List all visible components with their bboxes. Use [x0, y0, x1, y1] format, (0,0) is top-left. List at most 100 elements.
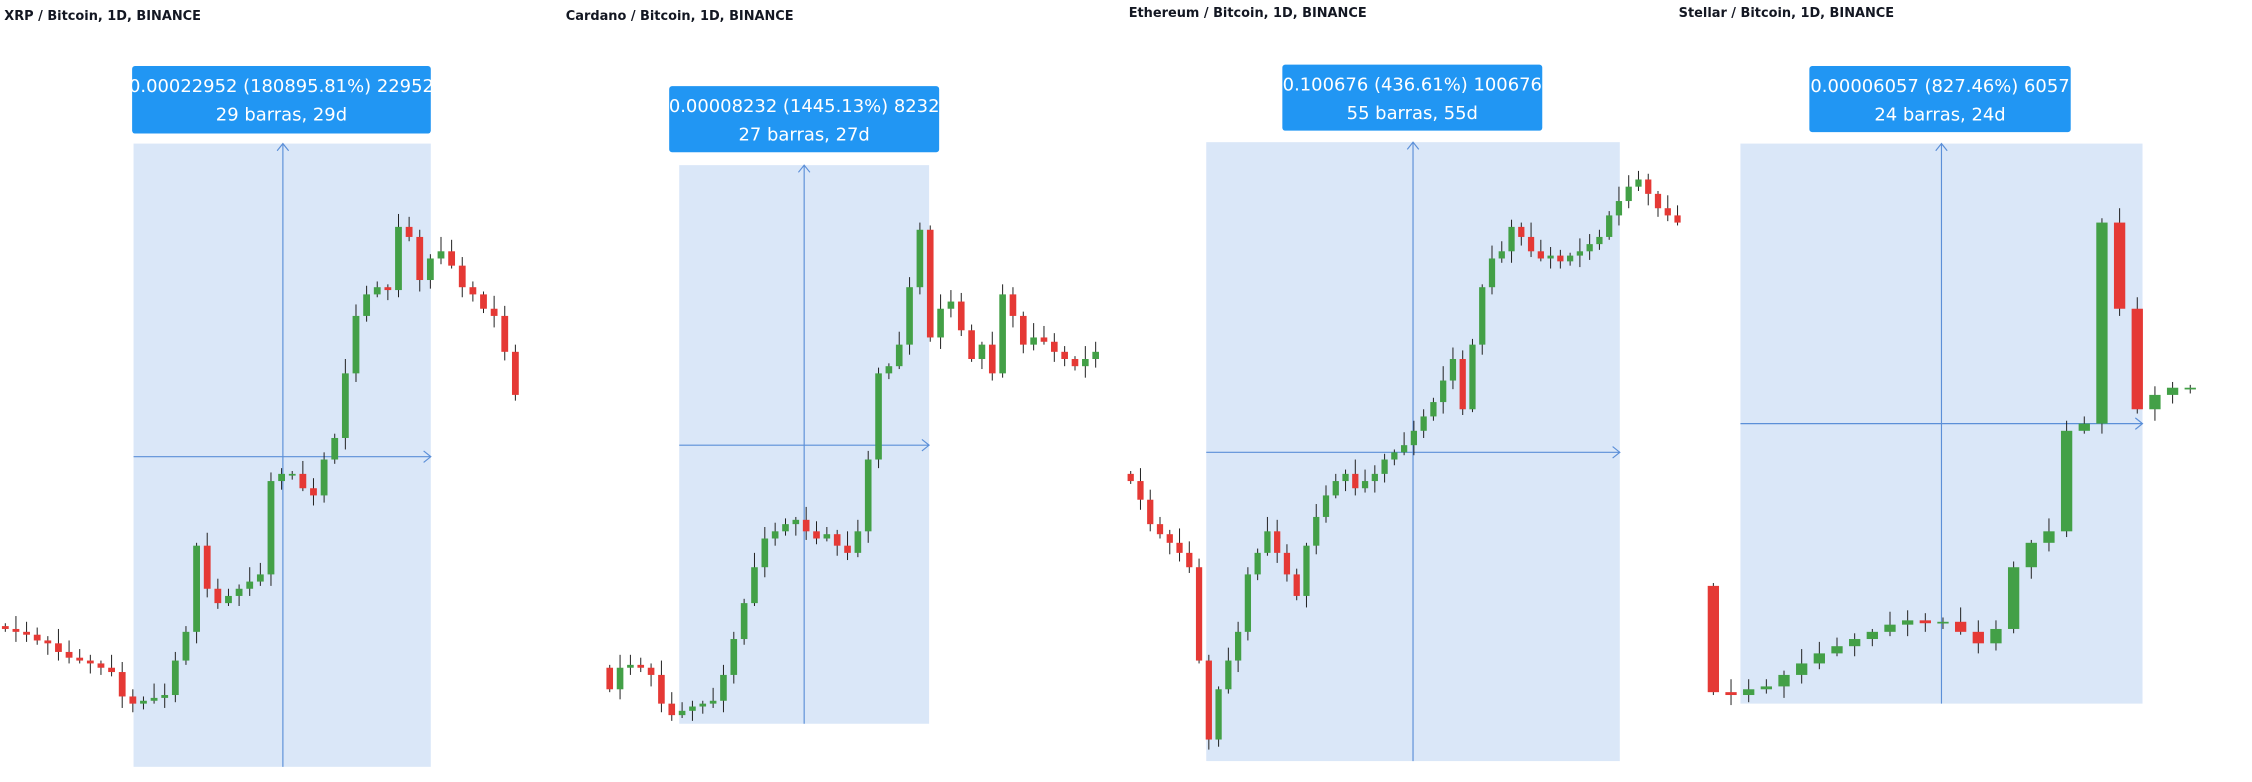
candle [988, 344, 996, 374]
candle [1147, 499, 1154, 525]
candle [1459, 359, 1466, 410]
candle [1061, 351, 1068, 359]
candle [802, 519, 810, 532]
candle [1813, 653, 1825, 664]
candle [1796, 663, 1808, 675]
measure-value: 0.00022952 (180895.81%) 22952 [129, 76, 434, 97]
candle [1082, 359, 1089, 367]
candle [2184, 387, 2196, 390]
candle [384, 287, 392, 291]
candle [1831, 646, 1843, 654]
measure-area [133, 143, 431, 767]
candle [771, 531, 779, 539]
candle [331, 437, 339, 460]
candle [2149, 394, 2161, 410]
candle [1, 626, 9, 629]
panel-title: Stellar / Bitcoin, 1D, BINANCE [1679, 6, 1894, 21]
candle [2096, 222, 2108, 424]
candle [490, 308, 498, 316]
candle [864, 459, 872, 532]
candle [1518, 226, 1525, 237]
charts: XRP / Bitcoin, 1D, BINANCE 0.00022952 (18… [1, 6, 2196, 767]
candle [968, 330, 975, 359]
measure-box [1809, 66, 2071, 133]
candle [1586, 244, 1593, 252]
candle [709, 700, 717, 704]
candle [999, 294, 1006, 374]
candle [813, 531, 820, 539]
candle [310, 488, 317, 496]
candle [1342, 473, 1349, 482]
candle [2007, 567, 2020, 629]
candle [1166, 534, 1173, 543]
candle [1954, 621, 1967, 632]
candle [1225, 660, 1232, 690]
candle [1400, 445, 1408, 453]
candle [616, 667, 624, 690]
candle [978, 344, 986, 359]
candle [792, 519, 800, 525]
candle [1615, 201, 1623, 216]
candle [1030, 337, 1037, 345]
candle [751, 567, 758, 604]
candle [1972, 631, 1984, 644]
candle [1866, 631, 1878, 640]
panel-title: Ethereum / Bitcoin, 1D, BINANCE [1129, 6, 1367, 21]
candle [97, 663, 105, 668]
candle [2166, 387, 2179, 395]
candle [1381, 459, 1388, 474]
candle [1566, 255, 1574, 262]
candle [1576, 251, 1584, 256]
candle [1127, 473, 1134, 482]
candle [1440, 380, 1447, 403]
candle [1391, 452, 1398, 460]
candle [606, 667, 614, 690]
candle [1352, 473, 1359, 489]
candle [86, 660, 94, 664]
candle [469, 287, 477, 295]
candle [1176, 542, 1183, 553]
candle [299, 473, 307, 489]
candle [658, 674, 665, 704]
candle [1361, 481, 1369, 489]
candle [2131, 308, 2143, 410]
candle [906, 287, 913, 345]
candle [2078, 423, 2090, 431]
measure-value: 0.00006057 (827.46%) 6057 [1810, 76, 2069, 97]
candle [1557, 255, 1564, 262]
candle [267, 481, 275, 575]
candle [1725, 692, 1737, 696]
arrow [1935, 142, 2144, 430]
candle [1469, 344, 1476, 410]
candle [1040, 337, 1048, 342]
candle [740, 603, 748, 640]
candle [256, 574, 264, 582]
candle [1195, 567, 1203, 661]
candle [1479, 287, 1486, 345]
candle [647, 667, 655, 675]
panel-title: Cardano / Bitcoin, 1D, BINANCE [566, 9, 794, 24]
arrow [797, 164, 931, 452]
candle [1645, 179, 1652, 194]
candle [1303, 545, 1310, 596]
candle [1849, 639, 1861, 647]
panel-title: XRP / Bitcoin, 1D, BINANCE [4, 9, 201, 24]
candle [1371, 473, 1378, 482]
candle [1449, 359, 1457, 381]
candle [341, 373, 349, 438]
candle [761, 538, 769, 568]
candle [1156, 524, 1164, 535]
candle [1527, 236, 1535, 252]
candle [637, 664, 645, 668]
candle [501, 315, 509, 352]
candle [182, 631, 190, 661]
candle [1664, 208, 1671, 216]
measure-box [1282, 64, 1543, 131]
measure-value: 0.100676 (436.61%) 100676 [1283, 74, 1542, 95]
candle [730, 639, 738, 675]
candle [225, 595, 232, 604]
candle [916, 229, 924, 288]
candle [1322, 495, 1330, 517]
candle [193, 545, 200, 632]
